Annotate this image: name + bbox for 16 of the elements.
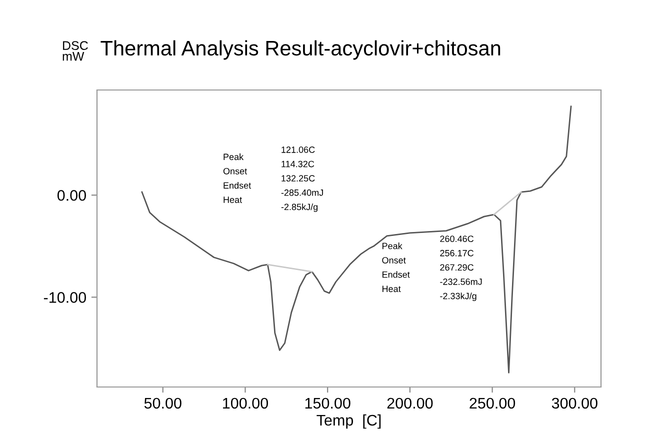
x-tick-label: 50.00 [144,398,182,409]
y-axis-title: DSC mW [62,41,88,61]
chart-title: Thermal Analysis Result-acyclovir+chitosan [100,40,500,60]
line-series [141,106,572,374]
x-tick-label: 150.00 [305,398,350,409]
y-tick-label: -10.00 [44,292,86,303]
annotation: 260.46C 256.17C 267.29C -232.56mJ -2.33kJ/g [440,236,482,302]
x-axis-title: Temp [C] [316,414,381,429]
x-tick-label: 100.00 [223,398,268,409]
x-tick-label: 250.00 [470,398,516,409]
annotation: 121.06C 114.32C 132.25C -285.40mJ -2.85kJ/g [281,146,323,212]
x-tick-label: 200.00 [387,398,433,409]
x-tick-label: 300.00 [552,398,598,409]
annotation: Peak Onset Endset Heat [382,242,410,292]
y-tick-label: 0.00 [57,190,86,201]
annotation: Peak Onset Endset Heat [223,153,252,203]
